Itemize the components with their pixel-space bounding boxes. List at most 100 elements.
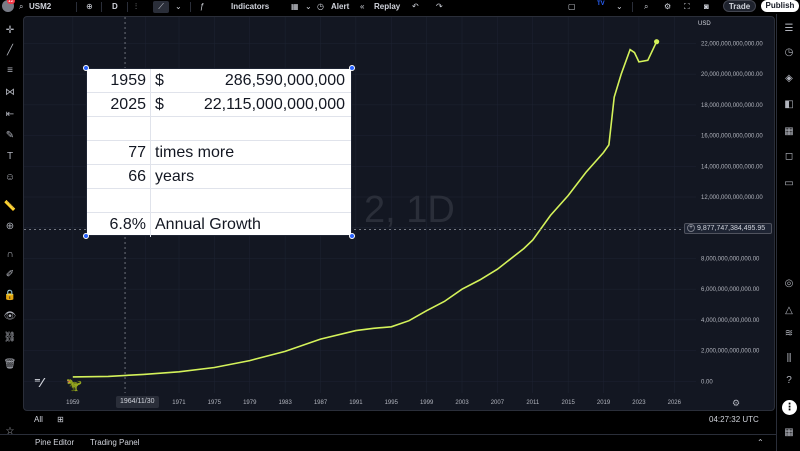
y-tick-label: 8,000,000,000,000.00 [701, 256, 760, 262]
help-icon[interactable]: ? [786, 375, 792, 386]
tradingview-logo[interactable]: ⁼⁄ [34, 375, 44, 390]
grid-apps-icon[interactable]: ▦ [784, 427, 794, 438]
redo-icon[interactable]: ↷ [436, 2, 443, 11]
x-tick-label: 2007 [491, 400, 505, 406]
table-resize-handle[interactable] [349, 65, 355, 71]
crosshair-date-label: 1964/11/30 [116, 396, 159, 408]
news-icon[interactable]: ◧ [784, 99, 794, 110]
collapse-panel-chevron-icon[interactable]: ⌃ [757, 438, 764, 447]
prediction-icon[interactable]: ⇤ [5, 109, 15, 120]
stay-in-drawing-icon[interactable]: ✐ [5, 269, 15, 280]
table-cell: Annual Growth [155, 216, 261, 233]
table-resize-handle[interactable] [83, 233, 89, 239]
table-row [87, 189, 351, 213]
crosshair-price-label: +9,877,747,384,495.95 [684, 223, 772, 234]
symbol-name[interactable]: USM2 [29, 2, 52, 11]
fullscreen-expand-icon[interactable]: ⛶ [684, 2, 690, 11]
publish-button[interactable]: Publish [761, 0, 799, 12]
table-cell: times more [155, 144, 235, 161]
add-alert-plus-icon[interactable]: + [687, 224, 695, 233]
range-all-button[interactable]: All [34, 415, 43, 424]
series-line [72, 41, 658, 378]
top-toolbar: 12 ⌕ USM2 ⊕ D ⫶ ⟋ ⌄ ƒ Indicators ▦ ⌄ ◷ A… [0, 0, 800, 14]
table-cell: 6.8% [87, 213, 151, 237]
y-tick-label: 0.00 [701, 379, 713, 385]
settings-gear-icon[interactable]: ⚙ [664, 2, 672, 11]
drawing-toolbar: ✛ ╱ ≡ ⋈ ⇤ ✎ T ☺ 📏 ⊕ ∩ ✐ 🔒 👁 ⛓ 🗑 ☆ [0, 14, 20, 451]
indicators-button[interactable]: Indicators [231, 2, 270, 11]
star-icon[interactable]: ☆ [5, 426, 15, 437]
table-cell: 2025 [87, 93, 151, 117]
ruler-icon[interactable]: 📏 [3, 201, 17, 212]
avatar[interactable]: 12 [2, 0, 15, 12]
hotlist-icon[interactable]: ▭ [784, 178, 794, 189]
fib-retracement-icon[interactable]: ≡ [7, 65, 13, 76]
more-dots-icon[interactable]: ⋮ [782, 400, 797, 415]
date-range-calendar-icon[interactable]: ⊞ [57, 415, 64, 424]
compare-plus-icon[interactable]: ⊕ [86, 2, 93, 11]
brush-icon[interactable]: ✎ [5, 130, 15, 141]
layers-icon[interactable]: ◈ [785, 73, 793, 84]
y-tick-label: 20,000,000,000,000.00 [701, 72, 763, 78]
trade-button[interactable]: Trade [723, 0, 756, 12]
quick-search-icon[interactable]: ⌕ [644, 2, 649, 11]
watchlist-icon[interactable]: ☰ [784, 23, 794, 34]
currency-label[interactable]: USD [698, 21, 711, 27]
ideas-mountain-icon[interactable]: △ [785, 305, 793, 316]
library-icon[interactable]: ⫼ [786, 353, 792, 364]
time-range-bar: All ⊞ 04:27:32 UTC [23, 412, 775, 428]
table-row: 77 times more [87, 141, 351, 165]
lock-icon[interactable]: 🔒 [3, 290, 17, 301]
link-icon[interactable]: ⛓ [3, 332, 17, 343]
bar-style-icon[interactable]: ⫶ [135, 2, 137, 11]
trend-line-icon[interactable]: ╱ [6, 45, 14, 56]
table-cell: 1959 [87, 69, 151, 93]
search-icon[interactable]: ⌕ [19, 2, 24, 11]
x-tick-label: 1975 [208, 400, 222, 406]
pine-editor-tab[interactable]: Pine Editor [35, 438, 75, 447]
eye-icon[interactable]: 👁 [3, 311, 17, 322]
tv-badge[interactable]: TV [597, 1, 605, 7]
trading-panel-tab[interactable]: Trading Panel [90, 438, 140, 447]
calendar-icon[interactable]: ▦ [784, 126, 794, 137]
replay-icon[interactable]: « [360, 2, 365, 11]
table-cell [155, 117, 167, 141]
trash-icon[interactable]: 🗑 [3, 359, 17, 370]
table-row: 2025 $ 22,115,000,000,000 [87, 93, 351, 117]
replay-button[interactable]: Replay [374, 2, 401, 11]
pattern-icon[interactable]: ⋈ [5, 87, 15, 98]
table-row: 66 years [87, 165, 351, 189]
line-chart-icon[interactable]: ⟋ [153, 1, 169, 13]
emoji-icon[interactable]: ☺ [4, 172, 16, 183]
last-value-dot [654, 39, 660, 45]
table-resize-handle[interactable] [83, 65, 89, 71]
bottom-panel-bar: Pine Editor Trading Panel ⌃ [0, 434, 776, 451]
target-icon[interactable]: ◎ [784, 278, 794, 289]
undo-icon[interactable]: ↶ [412, 2, 419, 11]
streams-icon[interactable]: ≋ [784, 328, 794, 339]
templates-grid-icon[interactable]: ▦ [291, 2, 299, 11]
crosshair-icon[interactable]: ✛ [5, 25, 15, 36]
alerts-clock-icon[interactable]: ◷ [784, 47, 794, 58]
table-cell [87, 189, 151, 213]
templates-chevron-icon[interactable]: ⌄ [305, 2, 312, 11]
zoom-in-icon[interactable]: ⊕ [5, 221, 15, 232]
indicators-icon[interactable]: ƒ [200, 2, 205, 11]
utc-clock[interactable]: 04:27:32 UTC [709, 415, 759, 424]
text-tool-icon[interactable]: T [6, 151, 14, 162]
alert-button[interactable]: Alert [331, 2, 350, 11]
chat-icon[interactable]: ◻ [784, 151, 794, 162]
magnet-icon[interactable]: ∩ [6, 249, 14, 260]
alert-clock-icon[interactable]: ◷ [317, 2, 324, 11]
table-cell: $ [155, 72, 164, 89]
fullscreen-icon[interactable]: ⌄ [616, 2, 623, 11]
camera-icon[interactable]: ◙ [704, 2, 709, 11]
table-resize-handle[interactable] [349, 233, 355, 239]
table-cell: $ [155, 96, 164, 113]
layout-square-icon[interactable]: ▢ [568, 2, 576, 11]
dropdown-chevron-icon[interactable]: ⌄ [175, 2, 182, 11]
interval-button[interactable]: D [112, 2, 118, 11]
time-axis-settings-icon[interactable]: ⚙ [732, 398, 741, 408]
widget-bar: ☰ ◷ ◈ ◧ ▦ ◻ ▭ ◎ △ ≋ ⫼ ? ⋮ ▦ [776, 14, 800, 451]
calculation-table[interactable]: 1959 $ 286,590,000,000 2025 $ 22,115,000… [86, 68, 352, 237]
